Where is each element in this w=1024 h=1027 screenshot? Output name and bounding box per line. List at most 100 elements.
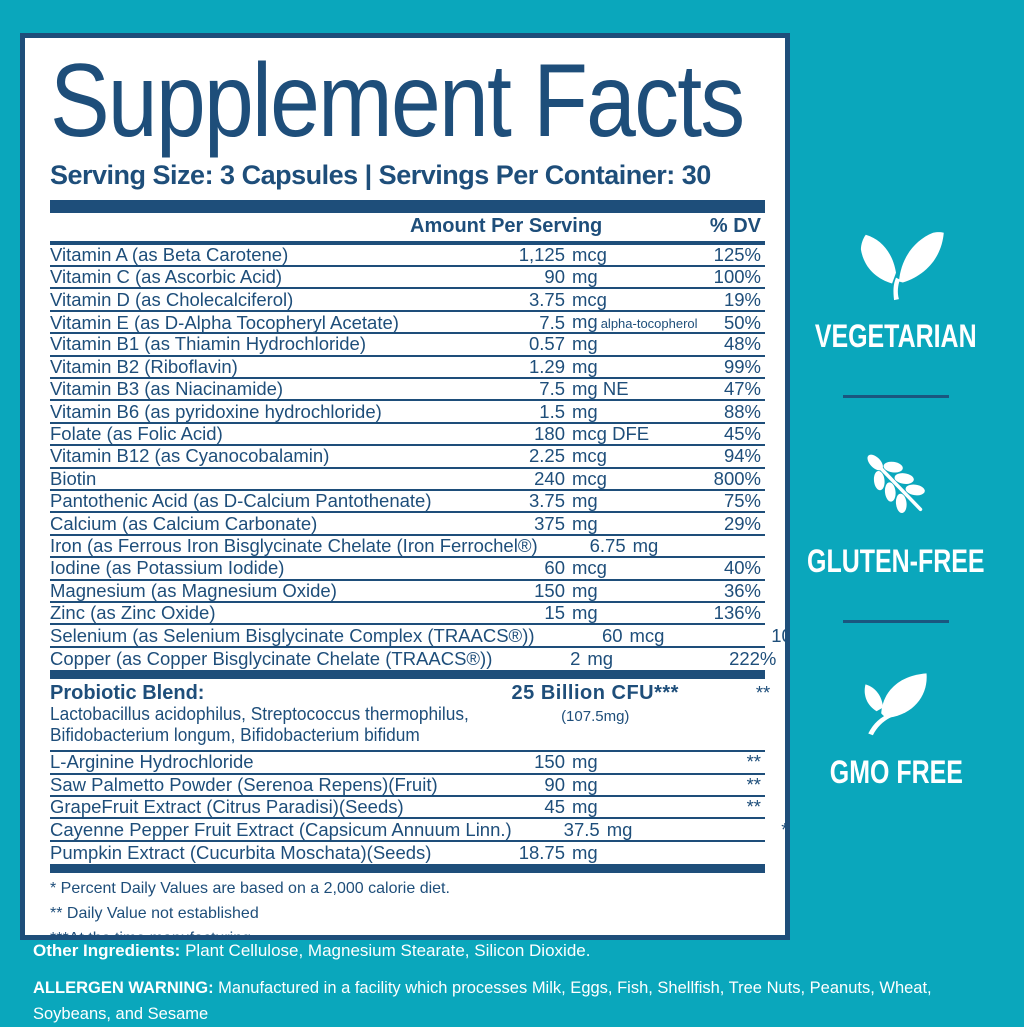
ingredient-name: L-Arginine Hydrochloride [50,751,254,773]
ingredient-unit-cell: mcg [623,624,753,646]
table-row: Vitamin B2 (Riboflavin) 1.29 mg 99% [50,355,765,380]
ingredient-name: Cayenne Pepper Fruit Extract (Capsicum A… [50,818,512,840]
ingredient-name: Calcium (as Calcium Carbonate) [50,512,318,534]
ingredient-name: Pantothenic Acid (as D-Calcium Pantothen… [50,490,432,512]
table-row: Vitamin B3 (as Niacinamide) 7.5 mg NE 47… [50,378,765,402]
ingredient-amount: 15 [544,602,565,624]
ingredient-name: Vitamin B6 (as pyridoxine hydrochloride) [50,400,382,422]
table-row: Calcium (as Calcium Carbonate) 375 mg 29… [50,512,765,536]
gmo-free-label: GMO FREE [829,754,963,790]
ingredient-dv: 50% [723,311,761,333]
probiotic-dv: ** [755,682,771,704]
ingredient-name: Vitamin B2 (Riboflavin) [50,355,238,377]
ingredient-amount: 2 [570,647,581,669]
probiotic-strains-line1: Lactobacillus acidophilus, Streptococcus… [50,704,469,725]
probiotic-amount-cell: 25 Billion CFU*** (107.5mg) [486,682,704,746]
divider-bar-top [50,199,765,213]
ingredient-dv: 75% [723,490,761,512]
claim-badges: VEGETARIAN GLUTEN-FREE [798,225,994,791]
table-row: Pantothenic Acid (as D-Calcium Pantothen… [50,490,765,514]
ingredient-amount: 1.29 [528,355,565,377]
ingredient-unit-cell: mg [565,356,695,377]
badge-divider [843,620,949,623]
ingredient-unit-cell: mg [565,603,695,623]
ingredient-unit: mg [572,841,598,863]
ingredient-unit-cell: mg [565,580,695,601]
ingredient-amount: 240 [534,467,565,489]
ingredient-name: Zinc (as Zinc Oxide) [50,602,216,624]
ingredient-amount: 1.5 [539,400,565,422]
ingredient-name: Biotin [50,467,97,489]
probiotic-blend-row: Probiotic Blend: Lactobacillus acidophil… [50,679,770,753]
ingredient-unit: mg [587,647,614,669]
ingredient-unit: mg [572,400,598,422]
vegetarian-label: VEGETARIAN [815,318,977,354]
table-row: Copper (as Copper Bisglycinate Chelate (… [50,647,776,670]
ingredient-dv: 125% [713,243,761,265]
probiotic-blend-label: Probiotic Blend: [50,682,205,705]
ingredient-unit: mg [572,333,598,355]
table-row: Magnesium (as Magnesium Oxide) 150 mg 36… [50,579,765,603]
badge-gmo-free: GMO FREE [811,665,982,791]
divider-bar-mid [50,670,765,680]
ingredient-unit-cell: mg [565,797,695,817]
ingredient-dv: 36% [723,579,761,601]
supplement-facts-panel: Supplement Facts Serving Size: 3 Capsule… [20,33,790,940]
ingredient-name: Iron (as Ferrous Iron Bisglycinate Chela… [50,534,538,556]
ingredient-dv: 109% [771,624,790,646]
ingredient-unit-cell: mcg [565,289,695,310]
footnote-daily-values: * Percent Daily Values are based on a 2,… [50,880,450,898]
botanicals-table: L-Arginine Hydrochloride 150 mg ** Saw P… [50,751,785,864]
ingredient-amount: 7.5 [539,311,565,333]
ingredient-name: Iodine (as Potassium Iodide) [50,557,285,579]
ingredient-dv: 38% [756,535,786,556]
table-row: Folate (as Folic Acid) 180 mcg DFE 45% [50,422,765,447]
ingredient-name: Saw Palmetto Powder (Serenoa Repens)(Fru… [50,773,438,795]
ingredient-unit: mg [606,818,633,840]
sprout-icon [846,225,946,308]
ingredient-unit: mg [632,534,659,556]
ingredient-name: Folate (as Folic Acid) [50,422,223,444]
ingredient-amount: 3.75 [528,288,565,310]
ingredient-dv: 47% [723,378,761,400]
ingredient-unit: mg [572,796,598,818]
badge-vegetarian: VEGETARIAN [792,225,999,355]
probiotic-strains-line2: Bifidobacterium longum, Bifidobacterium … [50,725,420,746]
nutrients-table: Vitamin A (as Beta Carotene) 1,125 mcg 1… [50,243,785,670]
ingredient-amount: 60 [544,557,565,579]
table-row: Biotin 240 mcg 800% [50,467,765,491]
ingredient-amount: 90 [544,266,565,288]
ingredient-unit: mcg [572,243,607,265]
ingredient-unit: mg [572,266,598,288]
table-row: Zinc (as Zinc Oxide) 15 mg 136% [50,602,765,626]
ingredient-unit: mcg [629,624,665,646]
ingredient-dv: ** [781,818,789,840]
ingredient-unit-cell: mg [600,818,730,840]
ingredient-unit-cell: mcg [565,558,695,578]
table-row: Pumpkin Extract (Cucurbita Moschata)(See… [50,842,765,864]
ingredient-unit-cell: mg [580,647,710,669]
ingredient-amount: 37.5 [563,818,600,840]
amount-per-serving-header: Amount Per Serving [410,214,603,237]
ingredient-unit-cell: mcg [565,468,695,489]
table-row: Vitamin B1 (as Thiamin Hydrochloride) 0.… [50,333,765,357]
ingredient-unit-cell: mg [565,400,695,422]
ingredient-name: Vitamin B12 (as Cyanocobalamin) [50,445,330,467]
allergen-warning-line: ALLERGEN WARNING: Manufactured in a faci… [33,976,933,1027]
ingredient-dv: 800% [713,467,761,489]
percent-dv-header: % DV [709,214,761,237]
ingredient-unit-cell: mg [565,491,695,511]
ingredient-amount: 1,125 [518,243,565,265]
gluten-free-label: GLUTEN-FREE [807,543,985,579]
ingredient-amount: 18.75 [518,841,565,863]
other-ingredients-text: Plant Cellulose, Magnesium Stearate, Sil… [185,941,591,960]
badge-gluten-free: GLUTEN-FREE [782,440,1010,580]
table-row: Iodine (as Potassium Iodide) 60 mcg 40% [50,557,765,581]
probiotic-amount-mg: (107.5mg) [561,708,630,726]
ingredient-name: Magnesium (as Magnesium Oxide) [50,579,337,601]
table-row: GrapeFruit Extract (Citrus Paradisi)(See… [50,797,765,820]
ingredient-unit-cell: mcg DFE [565,423,695,444]
table-row: Cayenne Pepper Fruit Extract (Capsicum A… [50,818,785,842]
ingredient-dv: 88% [723,400,761,422]
ingredient-dv: 45% [723,422,761,444]
